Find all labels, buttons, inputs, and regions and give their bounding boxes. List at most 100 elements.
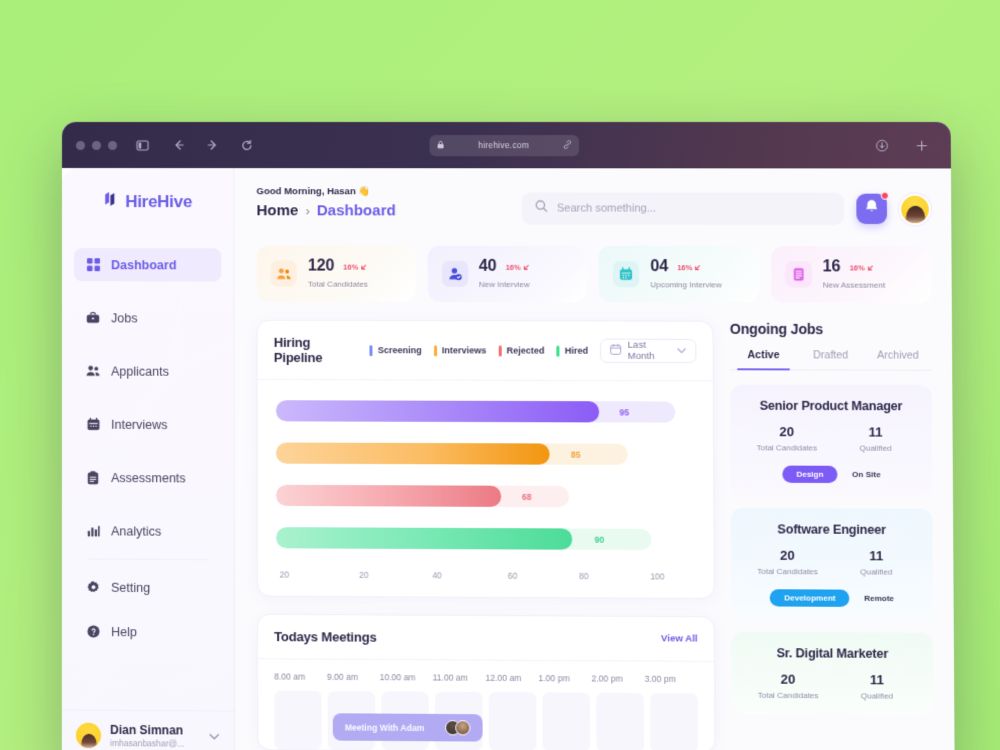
job-stat-label: Total Candidates [744,691,833,701]
job-title: Software Engineer [743,522,921,537]
job-stat-value: 11 [832,549,921,563]
bar-row-screening[interactable]: 95 [276,400,676,422]
reload-icon[interactable] [235,134,257,156]
stat-value: 04 [650,259,668,275]
sidebar-item-label: Jobs [111,311,137,325]
gear-icon [86,580,100,594]
sidebar-item-help[interactable]: Help [74,615,222,649]
calendar-icon [86,417,100,431]
timeline-slot[interactable] [542,692,590,750]
sidebar-item-setting[interactable]: Setting [74,570,222,604]
app-logo[interactable]: HireHive [62,190,233,214]
sidebar-item-jobs[interactable]: Jobs [74,301,221,334]
job-stats: 20 Total Candidates 11 Qualified [744,672,922,701]
hour-label: 1.00 pm [538,673,591,683]
hiring-pipeline-header: Hiring Pipeline Screening Interviews [258,321,713,382]
search-input[interactable] [557,202,831,214]
hirehive-logo-icon [103,190,120,214]
plus-icon[interactable] [910,134,933,156]
job-stats: 20 Total Candidates 11 Qualified [742,425,920,453]
forward-arrow-icon[interactable] [201,134,223,156]
page-header: Good Morning, Hasan 👋 Home › Dashboard [256,186,930,225]
breadcrumb-root[interactable]: Home [256,202,298,219]
x-tick: 80 [579,571,589,581]
stat-label: Total Candidates [308,280,368,289]
ongoing-jobs-title: Ongoing Jobs [730,321,932,338]
window-controls[interactable] [76,141,117,150]
job-stats: 20 Total Candidates 11 Qualified [743,549,921,577]
minimize-button[interactable] [92,141,101,150]
sidebar-item-applicants[interactable]: Applicants [74,354,222,388]
tab-archived[interactable]: Archived [864,349,931,369]
legend-item-rejected: Rejected [498,345,544,356]
tab-active[interactable]: Active [730,349,797,369]
download-icon[interactable] [870,134,893,156]
x-tick: 40 [432,570,442,580]
bar-row-hired[interactable]: 90 [276,527,651,550]
sidebar-profile[interactable]: Dian Simnan imhasanbashar@... [62,709,234,750]
legend-item-screening: Screening [370,345,422,356]
sidebar-item-dashboard[interactable]: Dashboard [74,248,221,281]
stat-card-upcoming-interview[interactable]: 04 16% Upcoming Interview [599,246,759,303]
x-tick: 20 [359,570,369,580]
bar-fill [276,400,600,422]
job-card[interactable]: Senior Product Manager 20 Total Candidat… [730,384,932,496]
user-avatar[interactable] [899,193,931,224]
maximize-button[interactable] [108,141,117,150]
ongoing-jobs-tabs: Active Drafted Archived [730,349,932,371]
job-card[interactable]: Software Engineer 20 Total Candidates 11… [731,508,934,621]
bar-value-label: 95 [619,401,629,422]
timeline-slot[interactable] [650,693,698,750]
stat-delta: 16% [849,263,874,272]
main-content: Good Morning, Hasan 👋 Home › Dashboard [234,168,954,750]
address-bar[interactable]: hirehive.com [429,135,579,156]
close-button[interactable] [76,141,85,150]
bar-value-label: 68 [522,486,532,507]
sidebar-item-analytics[interactable]: Analytics [74,514,222,548]
sidebar-toggle-icon[interactable] [131,134,153,156]
job-stat-label: Total Candidates [743,443,832,452]
arrow-down-icon [360,263,367,270]
timeline-slot[interactable] [489,692,537,750]
stat-card-total-candidates[interactable]: 120 16% Total Candidates [257,245,416,302]
sidebar-item-assessments[interactable]: Assessments [74,461,222,495]
bar-row-interviews[interactable]: 85 [276,442,628,465]
notifications-button[interactable] [856,194,887,224]
back-arrow-icon[interactable] [167,134,189,156]
stat-delta: 16% [677,263,701,272]
legend-swatch [434,345,437,356]
timeline-slots: Meeting With Adam [274,691,698,750]
hour-label: 11.00 am [433,672,486,682]
tab-drafted[interactable]: Drafted [797,349,864,369]
sidebar-divider [88,558,208,560]
job-category-tag[interactable]: Development [770,589,850,607]
link-icon[interactable] [563,136,572,154]
profile-name: Dian Simnan [110,723,200,739]
stat-value: 120 [308,259,334,275]
ongoing-jobs-column: Ongoing Jobs Active Drafted Archived [730,321,934,750]
date-range-dropdown[interactable]: Last Month [600,339,696,363]
hour-label: 2.00 pm [591,673,644,683]
view-all-link[interactable]: View All [661,633,698,644]
url-text: hirehive.com [451,140,557,150]
timeline-slot[interactable] [274,691,322,750]
x-tick: 60 [508,571,518,581]
search-box[interactable] [522,192,845,225]
grid-icon [86,258,100,272]
stat-card-new-interview[interactable]: 40 16% New Interview [427,246,586,303]
job-title: Sr. Digital Marketer [743,646,921,661]
todays-meetings-panel: Todays Meetings View All 8.00 am 9.00 am… [257,614,715,750]
job-category-tag[interactable]: Design [782,466,838,483]
bar-row-rejected[interactable]: 68 [276,485,569,507]
legend-swatch [557,345,560,356]
timeline-slot[interactable] [596,693,644,750]
avatar [76,723,101,748]
chevron-down-icon[interactable] [209,728,220,746]
stat-card-new-assessment[interactable]: 16 16% New Assessment [771,246,932,303]
meeting-event[interactable]: Meeting With Adam [333,713,483,741]
job-stat-value: 20 [744,672,833,686]
job-card[interactable]: Sr. Digital Marketer 20 Total Candidates… [731,632,934,715]
job-stat-label: Qualified [831,443,920,452]
sidebar-item-interviews[interactable]: Interviews [74,408,222,442]
hour-label: 8.00 am [274,671,327,681]
